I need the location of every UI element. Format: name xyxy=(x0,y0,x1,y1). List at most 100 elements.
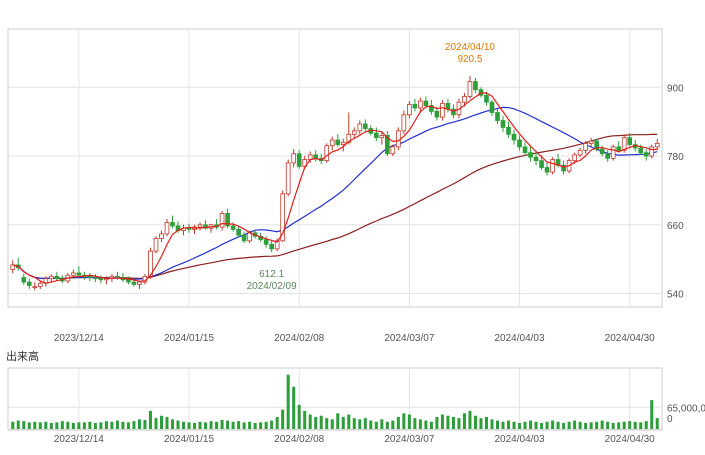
candle-body xyxy=(401,114,407,132)
candle-body xyxy=(197,224,203,228)
volume-bar xyxy=(248,421,252,429)
candle-body xyxy=(412,104,418,109)
candle-body xyxy=(462,96,467,103)
volume-bar xyxy=(209,421,213,429)
volume-bar xyxy=(529,420,533,429)
candle-body xyxy=(473,81,478,90)
volume-bar xyxy=(556,421,560,429)
candle-body xyxy=(225,212,230,227)
volume-bar xyxy=(308,414,312,429)
x-tick-label: 2023/12/14 xyxy=(54,333,104,344)
candle-body xyxy=(203,224,208,229)
volume-bar xyxy=(396,416,400,429)
volume-bars-layer xyxy=(11,374,659,429)
volume-bar xyxy=(198,421,202,429)
candle-body xyxy=(263,239,269,245)
candle-body xyxy=(274,240,280,250)
volume-bar xyxy=(16,420,20,429)
volume-bar xyxy=(165,416,169,429)
volume-bar xyxy=(286,374,290,429)
candle-body xyxy=(26,281,32,286)
volume-bar xyxy=(347,414,351,429)
volume-bar xyxy=(418,419,422,429)
volume-bar xyxy=(369,420,373,429)
volume-bar xyxy=(242,422,246,429)
volume-bar xyxy=(413,418,417,429)
candle-body xyxy=(357,123,363,132)
volume-bar xyxy=(391,420,395,429)
volume-bar xyxy=(270,420,274,429)
volume-bar xyxy=(231,421,235,429)
volume-bar xyxy=(27,422,31,429)
volume-bar xyxy=(429,421,433,429)
volume-y-tick-label: 0 xyxy=(667,414,673,425)
volume-bar xyxy=(55,422,59,429)
volume-bar xyxy=(352,418,356,429)
volume-bar xyxy=(204,422,208,429)
candles-layer xyxy=(10,75,660,291)
volume-bar xyxy=(440,414,444,429)
volume-bar xyxy=(424,420,428,429)
candle-body xyxy=(269,243,274,250)
candle-body xyxy=(379,135,385,139)
y-tick-label: 660 xyxy=(667,221,684,232)
candle-body xyxy=(186,227,192,230)
volume-bar xyxy=(600,420,604,429)
candle-body xyxy=(500,120,506,128)
candle-body xyxy=(506,126,511,135)
candle-body xyxy=(561,164,566,172)
candle-body xyxy=(517,139,522,148)
volume-bar xyxy=(253,422,257,429)
volume-bar xyxy=(82,422,86,429)
candle-body xyxy=(340,141,346,145)
main-y-axis: 540 660 780 900 xyxy=(667,83,684,300)
low-date-label: 2024/02/09 xyxy=(247,281,297,292)
ma-short-layer xyxy=(12,92,658,284)
candle-body xyxy=(170,222,175,227)
volume-bar xyxy=(385,421,389,429)
candle-body xyxy=(627,137,633,145)
volume-x-tick-label: 2024/04/03 xyxy=(495,434,545,445)
volume-bar xyxy=(44,421,48,429)
high-value-label: 920.5 xyxy=(457,54,482,65)
candle-body xyxy=(583,143,588,151)
volume-bar xyxy=(644,421,648,429)
candle-body xyxy=(396,130,401,148)
volume-x-tick-label: 2024/01/15 xyxy=(164,434,214,445)
volume-bar xyxy=(93,422,97,429)
volume-bar xyxy=(633,421,637,429)
volume-bar xyxy=(22,421,26,429)
volume-panel-frame xyxy=(7,367,663,431)
volume-bar xyxy=(363,418,367,429)
candle-body xyxy=(599,148,605,155)
y-tick-label: 540 xyxy=(667,290,684,301)
volume-bar xyxy=(451,416,455,429)
candle-body xyxy=(148,250,153,277)
candle-body xyxy=(434,110,440,118)
candle-body xyxy=(126,279,131,283)
candle-body xyxy=(153,238,159,252)
volume-bar xyxy=(132,421,136,429)
volume-bar xyxy=(573,420,577,429)
volume-bar xyxy=(380,419,384,429)
candle-body xyxy=(440,102,445,118)
volume-bar xyxy=(595,421,599,429)
volume-bar xyxy=(281,409,285,429)
volume-bar xyxy=(182,421,186,429)
volume-bar xyxy=(115,420,119,429)
volume-bar xyxy=(407,414,411,429)
volume-bar xyxy=(545,421,549,429)
volume-bar xyxy=(606,421,610,429)
volume-bar xyxy=(38,422,42,429)
volume-bar xyxy=(584,422,588,429)
candle-body xyxy=(329,139,335,147)
volume-bar xyxy=(589,422,593,429)
candle-body xyxy=(451,108,456,116)
candle-body xyxy=(654,143,660,148)
volume-bar xyxy=(11,421,15,429)
volume-bar xyxy=(71,422,75,429)
volume-bar xyxy=(187,422,191,429)
x-tick-label: 2024/01/15 xyxy=(164,333,214,344)
candle-body xyxy=(48,275,54,280)
volume-bar xyxy=(578,421,582,429)
